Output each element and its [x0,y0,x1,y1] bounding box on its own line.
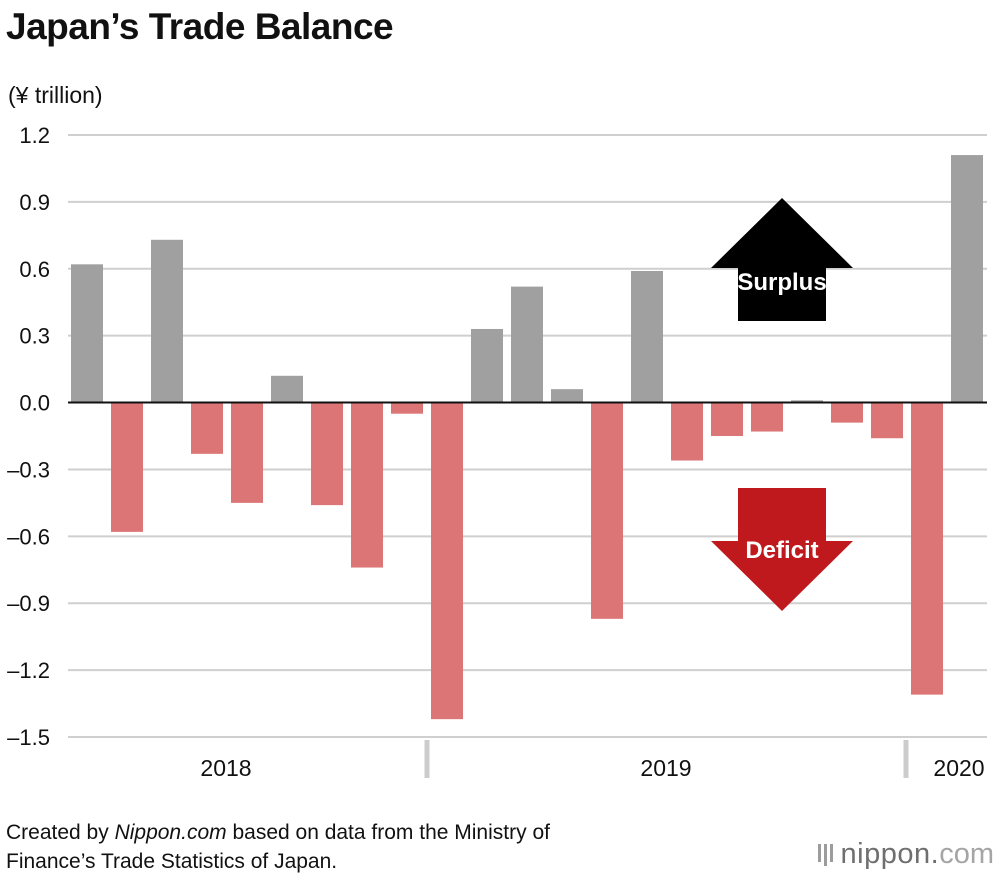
y-tick-label: 1.2 [19,123,50,148]
bar-sep-2019 [871,402,903,439]
source-line-2: Finance’s Trade Statistics of Japan. [6,850,338,873]
bar-may-2019 [711,402,743,436]
bar-jan-2018 [71,264,103,403]
bar-jun-2018 [271,375,303,403]
y-tick-label: –1.5 [7,725,50,750]
y-tick-label: 0.6 [19,257,50,282]
surplus-arrow: Surplus [711,198,853,321]
bar-apr-2019 [671,402,703,461]
bar-nov-2019 [951,155,983,403]
bar-nov-2018 [471,328,503,403]
y-tick-label: –0.6 [7,524,50,549]
bar-may-2018 [231,402,263,503]
bar-jul-2018 [311,402,343,506]
year-label-2018: 2018 [200,755,251,781]
year-label-2019: 2019 [640,755,691,781]
trade-balance-bar-chart: 1.2 0.9 0.6 0.3 0.0 –0.3 –0.6 –0.9 –1.2 –1.5 2018… [7,123,987,781]
bar-oct-2019 [911,402,943,695]
y-tick-label: –0.9 [7,591,50,616]
bar-sep-2018 [391,402,423,414]
surplus-arrow-shape [711,198,853,321]
source-prefix: Created by [6,821,115,844]
chart-title: Japan’s Trade Balance [6,6,394,47]
nippon-logo: nippon. com [817,838,994,871]
brand-suffix: com [939,838,994,870]
bar-jul-2019 [791,400,823,403]
bar-aug-2019 [831,402,863,423]
y-tick-label: 0.9 [19,190,50,215]
bar-jun-2019 [751,402,783,432]
bar-apr-2018 [191,402,223,454]
y-tick-label: –1.2 [7,658,50,683]
bar-feb-2019 [591,402,623,619]
deficit-label: Deficit [745,537,818,564]
surplus-label: Surplus [737,269,826,296]
bar-mar-2018 [151,239,183,403]
bar-aug-2018 [351,402,383,568]
source-rest: based on data from the Ministry of [226,821,550,844]
y-tick-label: 0.0 [19,391,50,416]
y-tick-label: 0.3 [19,324,50,349]
bar-jan-2019 [551,389,583,403]
bar-feb-2018 [111,402,143,532]
bar-dec-2018 [511,286,543,403]
year-label-2020: 2020 [933,755,984,781]
bars [71,155,983,720]
deficit-arrow-shape [711,488,853,611]
source-note: Created by Nippon.com based on data from… [6,818,550,876]
year-labels: 2018 2019 2020 [200,740,985,781]
annotation-arrows: Surplus Deficit [711,198,853,611]
deficit-arrow: Deficit [711,488,853,611]
bar-mar-2019 [631,271,663,403]
brand-bars-icon [817,843,833,866]
source-line-1: Created by Nippon.com based on data from… [6,818,550,847]
y-tick-label: –0.3 [7,457,50,482]
y-axis-tick-labels: 1.2 0.9 0.6 0.3 0.0 –0.3 –0.6 –0.9 –1.2 –1.5 [7,123,50,750]
bar-oct-2018 [431,402,463,720]
brand-name: nippon. [840,838,940,870]
source-site: Nippon.com [114,821,227,844]
y-axis-unit-label: (¥ trillion) [8,82,103,108]
